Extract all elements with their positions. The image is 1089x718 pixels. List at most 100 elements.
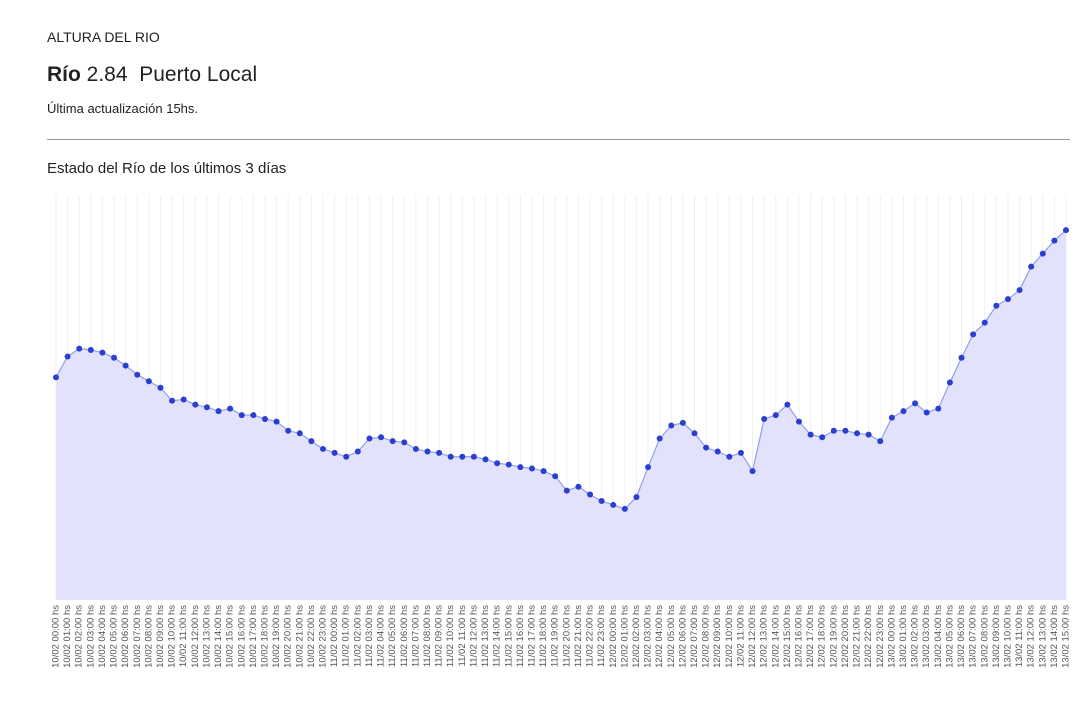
x-tick-label: 11/02 22:00 hs	[585, 605, 596, 667]
x-tick-label: 13/02 09:00 hs	[991, 605, 1002, 668]
point	[215, 408, 222, 415]
x-tick-label: 12/02 02:00 hs	[631, 605, 642, 668]
x-tick-label: 11/02 11:00 hs	[457, 605, 468, 667]
point	[517, 464, 524, 471]
x-tick-label: 11/02 10:00 hs	[445, 605, 456, 667]
x-tick-label: 11/02 12:00 hs	[468, 605, 479, 667]
point	[296, 430, 303, 437]
x-tick-label: 10/02 16:00 hs	[236, 605, 247, 668]
point	[1039, 250, 1046, 257]
point	[227, 405, 234, 412]
x-tick-label: 10/02 11:00 hs	[178, 605, 189, 667]
section-title: ALTURA DEL RIO	[47, 29, 160, 45]
x-tick-label: 12/02 04:00 hs	[654, 605, 665, 668]
x-tick-label: 12/02 01:00 hs	[619, 605, 630, 668]
point	[134, 371, 141, 378]
point	[343, 453, 350, 460]
x-tick-label: 10/02 23:00 hs	[318, 605, 329, 668]
x-tick-label: 10/02 13:00 hs	[201, 605, 212, 668]
point	[842, 427, 849, 434]
point	[970, 331, 977, 338]
point	[1028, 263, 1035, 270]
point	[830, 427, 837, 434]
point	[157, 384, 164, 391]
x-tick-label: 13/02 02:00 hs	[910, 605, 921, 668]
point	[459, 453, 466, 460]
point	[528, 465, 535, 472]
point	[180, 396, 187, 403]
x-tick-label: 12/02 21:00 hs	[852, 605, 863, 668]
x-tick-label: 11/02 05:00 hs	[387, 605, 398, 667]
point	[1051, 237, 1058, 244]
x-tick-label: 10/02 14:00 hs	[213, 605, 224, 668]
x-tick-label: 11/02 23:00 hs	[596, 605, 607, 667]
x-tick-label: 12/02 17:00 hs	[805, 605, 816, 668]
x-tick-label: 11/02 08:00 hs	[422, 605, 433, 667]
point	[447, 453, 454, 460]
point	[87, 346, 94, 353]
x-tick-label: 10/02 02:00 hs	[74, 605, 85, 668]
x-tick-label: 10/02 06:00 hs	[120, 605, 131, 668]
point	[737, 449, 744, 456]
updated: Última actualización 15hs.	[47, 101, 199, 116]
point	[401, 439, 408, 446]
point	[888, 414, 895, 421]
point	[53, 374, 59, 381]
point	[610, 501, 617, 508]
x-tick-label: 10/02 20:00 hs	[283, 605, 294, 668]
x-tick-label: 10/02 17:00 hs	[248, 605, 259, 668]
x-tick-label: 12/02 23:00 hs	[875, 605, 886, 668]
point	[378, 434, 385, 441]
point	[331, 449, 338, 456]
x-tick-label: 10/02 10:00 hs	[167, 605, 178, 668]
x-tick-label: 13/02 00:00 hs	[886, 605, 897, 668]
location: Puerto Local	[139, 63, 258, 86]
point	[99, 349, 106, 356]
x-tick-label: 10/02 05:00 hs	[109, 605, 120, 668]
x-tick-label: 13/02 12:00 hs	[1026, 605, 1037, 668]
point	[482, 456, 489, 463]
point	[111, 354, 118, 361]
point	[621, 505, 628, 512]
x-tick-label: 10/02 22:00 hs	[306, 605, 317, 668]
point	[784, 401, 791, 408]
x-tick-label: 10/02 15:00 hs	[225, 605, 236, 668]
point	[320, 445, 327, 452]
river-label: Río	[47, 63, 81, 86]
x-tick-label: 10/02 00:00 hs	[51, 605, 62, 668]
chart-title: Estado del Río de los últimos 3 días	[47, 160, 287, 177]
point	[795, 418, 802, 425]
x-tick-label: 12/02 09:00 hs	[712, 605, 723, 668]
point	[668, 422, 675, 429]
x-tick-label: 13/02 11:00 hs	[1014, 605, 1025, 667]
point	[877, 438, 884, 445]
x-tick-label: 13/02 04:00 hs	[933, 605, 944, 668]
point	[912, 400, 919, 407]
x-tick-label: 11/02 02:00 hs	[352, 605, 363, 667]
x-tick-label: 11/02 03:00 hs	[364, 605, 375, 667]
point	[436, 449, 443, 456]
x-tick-label: 11/02 16:00 hs	[515, 605, 526, 667]
point	[261, 415, 268, 422]
point	[633, 494, 640, 501]
x-tick-label: 11/02 06:00 hs	[399, 605, 410, 667]
point	[946, 379, 953, 386]
x-tick-label: 12/02 05:00 hs	[666, 605, 677, 668]
point	[679, 419, 686, 426]
point	[424, 448, 431, 455]
separator	[47, 139, 1070, 140]
x-tick-label: 11/02 17:00 hs	[526, 605, 537, 667]
point	[714, 448, 721, 455]
x-tick-label: 13/02 01:00 hs	[898, 605, 909, 668]
x-tick-label: 10/02 18:00 hs	[259, 605, 270, 668]
point	[958, 354, 965, 361]
x-tick-label: 11/02 01:00 hs	[341, 605, 352, 667]
point	[389, 438, 396, 445]
point	[935, 405, 942, 412]
x-tick-label: 12/02 00:00 hs	[608, 605, 619, 668]
x-tick-label: 13/02 10:00 hs	[1002, 605, 1013, 668]
point	[122, 362, 129, 369]
x-tick-label: 11/02 21:00 hs	[573, 605, 584, 667]
x-tick-label: 10/02 21:00 hs	[294, 605, 305, 668]
